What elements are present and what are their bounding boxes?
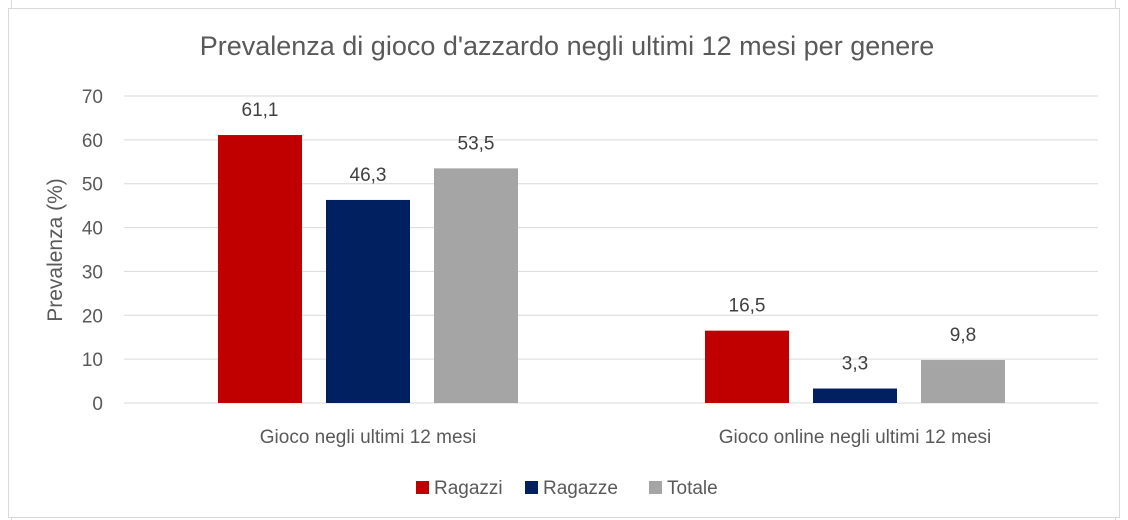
y-axis-label: Prevalenza (%) xyxy=(44,178,67,322)
bar-totale-2 xyxy=(921,360,1005,403)
data-label: 53,5 xyxy=(458,133,495,154)
legend: Ragazzi Ragazze Totale xyxy=(416,478,718,499)
y-tick-label: 0 xyxy=(92,394,103,415)
category-label: Gioco online negli ultimi 12 mesi xyxy=(719,427,991,448)
legend-label: Ragazzi xyxy=(434,478,503,499)
data-label: 3,3 xyxy=(842,354,868,375)
legend-swatch-ragazze xyxy=(525,481,538,494)
y-tick-label: 70 xyxy=(82,87,103,108)
y-tick-label: 40 xyxy=(82,219,103,240)
legend-label: Ragazze xyxy=(543,478,618,499)
bar-ragazze-1 xyxy=(326,199,410,403)
y-tick-label: 20 xyxy=(82,306,103,327)
bar-totale-1 xyxy=(434,168,518,403)
y-tick-label: 60 xyxy=(82,131,103,152)
data-label: 46,3 xyxy=(350,165,387,186)
data-label: 9,8 xyxy=(950,325,976,346)
bars xyxy=(218,135,1005,404)
y-axis-ticks: 0 10 20 30 40 50 60 70 xyxy=(82,87,103,415)
data-label: 61,1 xyxy=(242,100,279,121)
category-label: Gioco negli ultimi 12 mesi xyxy=(260,427,476,448)
y-tick-label: 10 xyxy=(82,350,103,371)
legend-swatch-ragazzi xyxy=(416,481,429,494)
data-label: 16,5 xyxy=(729,296,766,317)
bar-ragazze-2 xyxy=(813,388,897,403)
category-labels: Gioco negli ultimi 12 mesi Gioco online n… xyxy=(260,427,991,448)
y-tick-label: 50 xyxy=(82,175,103,196)
bar-ragazzi-1 xyxy=(218,135,302,404)
chart-title: Prevalenza di gioco d'azzardo negli ulti… xyxy=(200,31,935,61)
bar-ragazzi-2 xyxy=(705,330,789,403)
legend-label: Totale xyxy=(667,478,718,499)
legend-swatch-totale xyxy=(649,481,662,494)
data-labels: 61,1 46,3 53,5 16,5 3,3 9,8 xyxy=(242,100,977,374)
chart-area[interactable] xyxy=(8,8,1120,518)
y-tick-label: 30 xyxy=(82,262,103,283)
